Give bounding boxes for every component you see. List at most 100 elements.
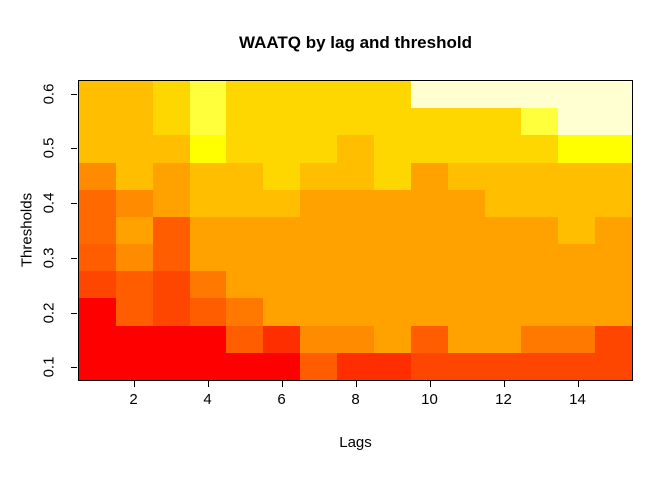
heatmap-cell [521,162,559,190]
heatmap-cell [152,189,190,217]
heatmap-cell [484,162,522,190]
heatmap-cell [226,216,264,245]
heatmap-cell [447,108,485,136]
heatmap-cell [300,271,338,299]
heatmap-cell [226,298,264,326]
heatmap-cell [115,162,153,190]
heatmap-cell [263,271,301,299]
y-tick-label: 0.3 [40,247,58,269]
heatmap-cell [558,108,596,136]
heatmap-cell [558,135,596,163]
heatmap-cell [115,108,153,136]
heatmap-cell [300,325,338,353]
heatmap-cell [263,216,301,245]
heatmap-cell [521,271,559,299]
y-tick-label: 0.1 [40,356,58,378]
heatmap-cell [226,352,264,380]
heatmap-cell [115,271,153,299]
heatmap-cell [189,352,227,380]
x-tick-mark [207,381,209,387]
heatmap-cell [410,135,448,163]
heatmap-cell [558,298,596,326]
x-axis-label: Lags [339,434,372,451]
heatmap-cell [484,352,522,380]
heatmap-cell [447,135,485,163]
heatmap-cell [79,271,116,299]
heatmap-cell [263,298,301,326]
heatmap-cell [300,135,338,163]
heatmap-cell [79,189,116,217]
heatmap-cell [337,108,374,136]
heatmap-cell [410,298,448,326]
heatmap-cell [521,298,559,326]
heatmap-cell [410,244,448,272]
chart-title: WAATQ by lag and threshold [239,33,472,52]
heatmap-cell [337,135,374,163]
heatmap-cell [447,216,485,245]
heatmap-cell [410,325,448,353]
heatmap-cell [189,135,227,163]
heatmap-cell [410,162,448,190]
heatmap-cell [558,271,596,299]
heatmap-cell [337,352,374,380]
x-tick-label: 12 [495,391,512,408]
heatmap-cell [152,298,190,326]
heatmap-cell [595,135,632,163]
heatmap-cell [484,271,522,299]
heatmap-cell [79,135,116,163]
y-tick-mark [71,367,77,369]
heatmap-cell [79,244,116,272]
heatmap-cell [558,81,596,109]
heatmap-cell [373,81,411,109]
heatmap-cell [521,244,559,272]
x-tick-label: 2 [129,391,138,408]
heatmap-cell [447,162,485,190]
heatmap-cell [373,216,411,245]
heatmap-cell [337,325,374,353]
heatmap-cell [595,189,632,217]
heatmap-cell [595,162,632,190]
y-tick-mark [71,148,77,150]
heatmap-cell [595,216,632,245]
heatmap-cell [79,352,116,380]
heatmap-cell [373,325,411,353]
x-tick-mark [133,381,135,387]
y-tick-mark [71,203,77,205]
y-tick-mark [71,257,77,259]
heatmap-cell [152,352,190,380]
heatmap-cell [226,189,264,217]
heatmap-cell [373,352,411,380]
heatmap-cell [263,352,301,380]
heatmap-cell [484,189,522,217]
heatmap-cell [115,189,153,217]
heatmap-cell [337,162,374,190]
heatmap-cell [300,81,338,109]
heatmap-cell [521,352,559,380]
heatmap-cell [115,135,153,163]
heatmap-cell [595,271,632,299]
heatmap-cell [410,352,448,380]
heatmap-cell [521,81,559,109]
heatmap-cell [152,162,190,190]
heatmap-cell [226,244,264,272]
heatmap-cell [521,216,559,245]
heatmap-cell [226,271,264,299]
heatmap-cell [115,325,153,353]
heatmap-cell [337,244,374,272]
heatmap-cell [447,325,485,353]
heatmap-cell [263,81,301,109]
heatmap-cell [558,325,596,353]
heatmap-cell [300,189,338,217]
heatmap-cell [263,189,301,217]
heatmap-cell [558,244,596,272]
x-tick-label: 6 [277,391,286,408]
heatmap-cell [521,189,559,217]
heatmap-cell [226,162,264,190]
heatmap-cell [152,135,190,163]
heatmap-cell [226,325,264,353]
heatmap-cell [484,244,522,272]
heatmap-cell [300,244,338,272]
heatmap-cell [79,298,116,326]
heatmap-cell [189,162,227,190]
x-tick-label: 14 [569,391,586,408]
